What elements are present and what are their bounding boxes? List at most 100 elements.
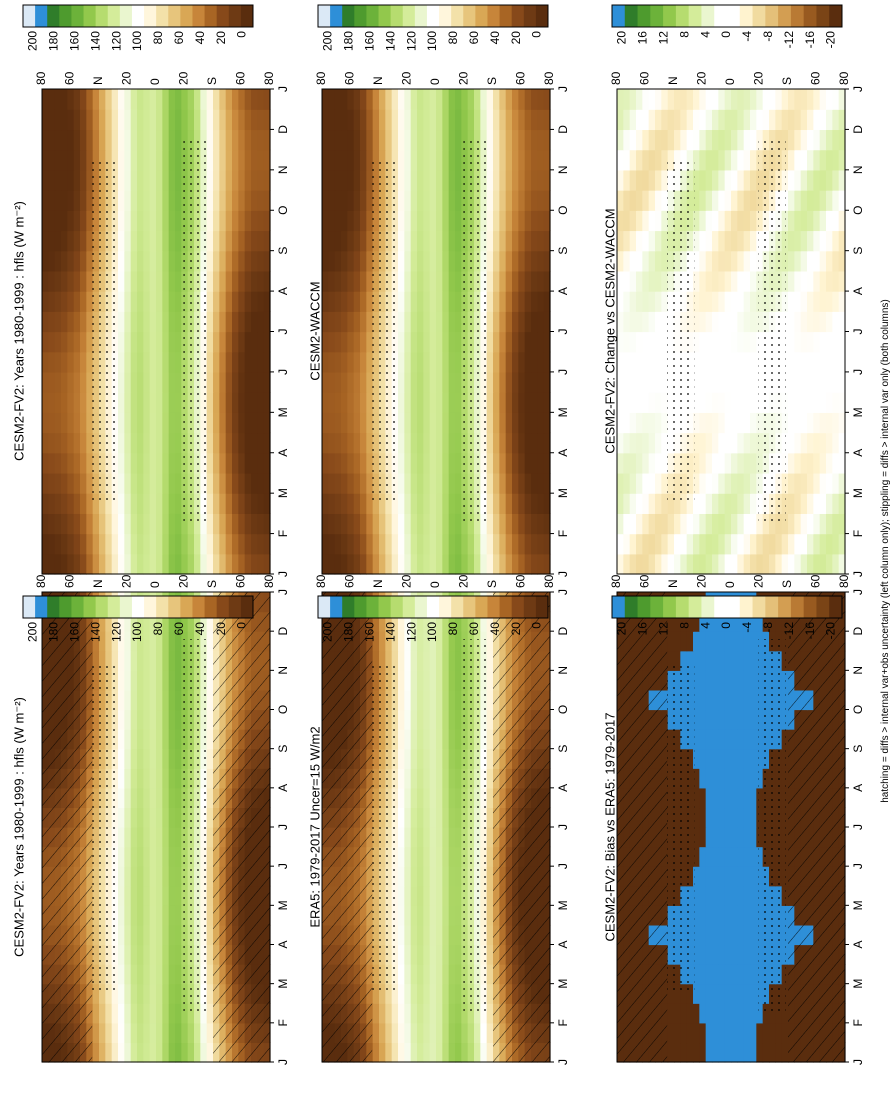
heatmap-cell [372, 89, 380, 110]
heatmap-cell [366, 432, 374, 454]
heatmap-cell [73, 250, 81, 272]
heatmap-cell [111, 1022, 119, 1044]
heatmap-cell [750, 729, 757, 750]
heatmap-cell [448, 351, 456, 373]
heatmap-cell [436, 392, 443, 413]
heatmap-cell [617, 452, 624, 474]
heatmap-cell [149, 905, 157, 926]
heatmap-cell [737, 807, 745, 828]
heatmap-cell [353, 129, 361, 151]
heatmap-cell [48, 109, 56, 131]
heatmap-cell [391, 1003, 399, 1024]
heatmap-cell [486, 1042, 494, 1063]
heatmap-cell [537, 230, 545, 252]
heatmap-cell [410, 210, 418, 232]
heatmap-cell [251, 109, 258, 131]
heatmap-cell [105, 983, 113, 1004]
heatmap-cell [149, 670, 157, 691]
heatmap-cell [629, 432, 637, 454]
heatmap-cell [448, 846, 456, 867]
heatmap-cell [334, 210, 342, 232]
heatmap-cell [143, 351, 151, 373]
heatmap-cell [493, 351, 500, 373]
hatching-south [493, 592, 550, 1062]
heatmap-cell [423, 472, 431, 494]
colorbar-label: 8 [677, 622, 691, 629]
heatmap-cell [724, 787, 732, 809]
heatmap-cell [499, 331, 507, 353]
heatmap-cell [788, 533, 795, 555]
heatmap-cell [360, 513, 367, 535]
heatmap-cell [705, 846, 713, 867]
heatmap-cell [699, 748, 707, 769]
heatmap-cell [168, 768, 176, 789]
heatmap-cell [429, 944, 437, 965]
heatmap-cell [42, 270, 49, 292]
heatmap-cell [737, 1042, 745, 1063]
heatmap-cell [48, 371, 56, 393]
colorbar-swatch [318, 5, 331, 27]
heatmap-cell [334, 432, 342, 454]
heatmap-cell [410, 964, 418, 985]
heatmap-cell [111, 983, 119, 1004]
heatmap-cell [118, 846, 125, 867]
colorbar-label: 60 [172, 622, 186, 636]
x-tick-label: N [556, 666, 570, 675]
colorbar-swatch [765, 596, 779, 618]
heatmap-cell [341, 432, 348, 454]
x-tick-label: D [276, 627, 290, 636]
heatmap-cell [648, 472, 656, 494]
heatmap-cell [118, 210, 125, 232]
heatmap-cell [54, 392, 62, 413]
heatmap-cell [143, 311, 151, 333]
heatmap-cell [750, 1003, 757, 1024]
heatmap-cell [743, 533, 751, 555]
heatmap-cell [54, 553, 62, 575]
heatmap-cell [143, 553, 151, 575]
heatmap-cell [480, 1042, 488, 1063]
heatmap-cell [244, 89, 252, 110]
heatmap-cell [149, 964, 157, 985]
heatmap-cell [149, 787, 157, 809]
heatmap-cell [442, 392, 450, 413]
heatmap-cell [225, 149, 233, 171]
heatmap-cell [143, 924, 151, 946]
x-tick-label: S [276, 247, 290, 255]
heatmap-cell [263, 472, 271, 494]
heatmap-cell [124, 331, 132, 353]
heatmap-cell [448, 392, 456, 413]
heatmap-cell [149, 89, 157, 110]
heatmap-cell [429, 291, 437, 312]
heatmap-cell [718, 944, 726, 965]
heatmap-cell [175, 311, 182, 333]
heatmap-cell [398, 149, 405, 171]
heatmap-cell [417, 89, 424, 110]
heatmap-cell [48, 351, 56, 373]
heatmap-cell [410, 729, 418, 750]
heatmap-cell [410, 250, 418, 272]
x-tick-label: S [556, 745, 570, 753]
heatmap-cell [693, 866, 700, 887]
heatmap-cell [341, 331, 348, 353]
x-tick-label: O [556, 705, 570, 714]
heatmap-cell [737, 412, 745, 434]
heatmap-cell [251, 472, 258, 494]
heatmap-cell [436, 331, 443, 353]
heatmap-cell [99, 109, 106, 131]
heatmap-cell [118, 827, 125, 848]
heatmap-cell [206, 1042, 214, 1063]
heatmap-cell [391, 109, 399, 131]
heatmap-cell [648, 533, 656, 555]
heatmap-cell [347, 493, 355, 514]
heatmap-cell [244, 371, 252, 393]
heatmap-cell [718, 670, 726, 691]
heatmap-cell [781, 1042, 789, 1063]
y-tick-label: 0 [428, 78, 442, 85]
heatmap-cell [80, 311, 87, 333]
heatmap-cell [42, 533, 49, 555]
heatmap-cell [99, 983, 106, 1004]
heatmap-cell [175, 493, 182, 514]
heatmap-cell [156, 650, 163, 671]
heatmap-cell [648, 412, 656, 434]
heatmap-cell [137, 748, 144, 769]
